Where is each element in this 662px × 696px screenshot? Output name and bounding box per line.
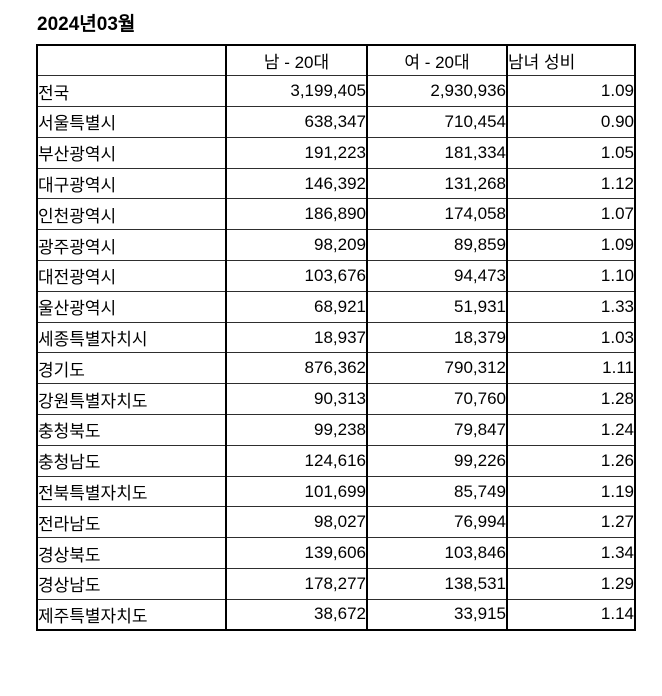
male-count-cell: 101,699 xyxy=(225,475,368,508)
male-count-cell: 146,392 xyxy=(225,167,368,200)
male-count-cell: 18,937 xyxy=(225,321,368,354)
male-count-cell: 3,199,405 xyxy=(225,75,368,108)
female-count-cell: 131,268 xyxy=(366,167,508,200)
ratio-cell: 1.09 xyxy=(506,229,636,262)
table-row: 전국 3,199,405 2,930,936 1.09 xyxy=(36,75,636,108)
header-female-20s: 여 - 20대 xyxy=(366,44,508,77)
table-row: 세종특별자치시 18,937 18,379 1.03 xyxy=(36,321,636,354)
female-count-cell: 103,846 xyxy=(366,537,508,570)
table-row: 제주특별자치도 38,672 33,915 1.14 xyxy=(36,598,636,631)
table-row: 경상북도 139,606 103,846 1.34 xyxy=(36,537,636,570)
female-count-cell: 85,749 xyxy=(366,475,508,508)
ratio-cell: 1.29 xyxy=(506,568,636,600)
population-table: 남 - 20대 여 - 20대 남녀 성비 전국 3,199,405 2,930… xyxy=(36,44,636,632)
ratio-cell: 1.24 xyxy=(506,414,636,446)
ratio-cell: 0.90 xyxy=(506,106,636,138)
male-count-cell: 139,606 xyxy=(225,537,368,570)
ratio-cell: 1.28 xyxy=(506,383,636,416)
ratio-cell: 1.05 xyxy=(506,136,636,169)
male-count-cell: 98,027 xyxy=(225,506,368,539)
region-cell: 강원특별자치도 xyxy=(36,383,227,416)
region-cell: 충청남도 xyxy=(36,444,227,477)
male-count-cell: 103,676 xyxy=(225,260,368,292)
header-sex-ratio: 남녀 성비 xyxy=(506,44,636,77)
table-row: 울산광역시 68,921 51,931 1.33 xyxy=(36,290,636,323)
ratio-cell: 1.12 xyxy=(506,167,636,200)
female-count-cell: 18,379 xyxy=(366,321,508,354)
region-cell: 경기도 xyxy=(36,352,227,385)
table-row: 경상남도 178,277 138,531 1.29 xyxy=(36,568,636,600)
male-count-cell: 38,672 xyxy=(225,598,368,631)
region-cell: 대전광역시 xyxy=(36,260,227,292)
ratio-cell: 1.33 xyxy=(506,290,636,323)
region-cell: 서울특별시 xyxy=(36,106,227,138)
ratio-cell: 1.09 xyxy=(506,75,636,108)
ratio-cell: 1.11 xyxy=(506,352,636,385)
page-title: 2024년03월 xyxy=(37,14,136,35)
header-region xyxy=(36,44,227,77)
male-count-cell: 99,238 xyxy=(225,414,368,446)
female-count-cell: 99,226 xyxy=(366,444,508,477)
region-cell: 전라남도 xyxy=(36,506,227,539)
ratio-cell: 1.34 xyxy=(506,537,636,570)
male-count-cell: 876,362 xyxy=(225,352,368,385)
ratio-cell: 1.19 xyxy=(506,475,636,508)
region-cell: 충청북도 xyxy=(36,414,227,446)
female-count-cell: 79,847 xyxy=(366,414,508,446)
female-count-cell: 710,454 xyxy=(366,106,508,138)
male-count-cell: 638,347 xyxy=(225,106,368,138)
female-count-cell: 138,531 xyxy=(366,568,508,600)
male-count-cell: 98,209 xyxy=(225,229,368,262)
ratio-cell: 1.14 xyxy=(506,598,636,631)
female-count-cell: 70,760 xyxy=(366,383,508,416)
female-count-cell: 51,931 xyxy=(366,290,508,323)
table-row: 대전광역시 103,676 94,473 1.10 xyxy=(36,260,636,292)
region-cell: 전국 xyxy=(36,75,227,108)
ratio-cell: 1.07 xyxy=(506,198,636,231)
ratio-cell: 1.26 xyxy=(506,444,636,477)
table-row: 인천광역시 186,890 174,058 1.07 xyxy=(36,198,636,231)
female-count-cell: 94,473 xyxy=(366,260,508,292)
region-cell: 경상북도 xyxy=(36,537,227,570)
region-cell: 경상남도 xyxy=(36,568,227,600)
male-count-cell: 186,890 xyxy=(225,198,368,231)
male-count-cell: 124,616 xyxy=(225,444,368,477)
ratio-cell: 1.10 xyxy=(506,260,636,292)
table-row: 서울특별시 638,347 710,454 0.90 xyxy=(36,106,636,138)
region-cell: 울산광역시 xyxy=(36,290,227,323)
table-row: 충청남도 124,616 99,226 1.26 xyxy=(36,444,636,477)
table-row: 경기도 876,362 790,312 1.11 xyxy=(36,352,636,385)
region-cell: 세종특별자치시 xyxy=(36,321,227,354)
table-row: 대구광역시 146,392 131,268 1.12 xyxy=(36,167,636,200)
female-count-cell: 181,334 xyxy=(366,136,508,169)
male-count-cell: 68,921 xyxy=(225,290,368,323)
female-count-cell: 2,930,936 xyxy=(366,75,508,108)
table-row: 충청북도 99,238 79,847 1.24 xyxy=(36,414,636,446)
region-cell: 제주특별자치도 xyxy=(36,598,227,631)
region-cell: 대구광역시 xyxy=(36,167,227,200)
table-row: 부산광역시 191,223 181,334 1.05 xyxy=(36,136,636,169)
table-row: 전북특별자치도 101,699 85,749 1.19 xyxy=(36,475,636,508)
female-count-cell: 174,058 xyxy=(366,198,508,231)
table-row: 전라남도 98,027 76,994 1.27 xyxy=(36,506,636,539)
ratio-cell: 1.03 xyxy=(506,321,636,354)
female-count-cell: 76,994 xyxy=(366,506,508,539)
female-count-cell: 89,859 xyxy=(366,229,508,262)
region-cell: 광주광역시 xyxy=(36,229,227,262)
header-row: 남 - 20대 여 - 20대 남녀 성비 xyxy=(36,44,636,77)
region-cell: 전북특별자치도 xyxy=(36,475,227,508)
region-cell: 부산광역시 xyxy=(36,136,227,169)
male-count-cell: 90,313 xyxy=(225,383,368,416)
header-male-20s: 남 - 20대 xyxy=(225,44,368,77)
region-cell: 인천광역시 xyxy=(36,198,227,231)
female-count-cell: 790,312 xyxy=(366,352,508,385)
male-count-cell: 191,223 xyxy=(225,136,368,169)
table-row: 강원특별자치도 90,313 70,760 1.28 xyxy=(36,383,636,416)
ratio-cell: 1.27 xyxy=(506,506,636,539)
male-count-cell: 178,277 xyxy=(225,568,368,600)
table-row: 광주광역시 98,209 89,859 1.09 xyxy=(36,229,636,262)
female-count-cell: 33,915 xyxy=(366,598,508,631)
